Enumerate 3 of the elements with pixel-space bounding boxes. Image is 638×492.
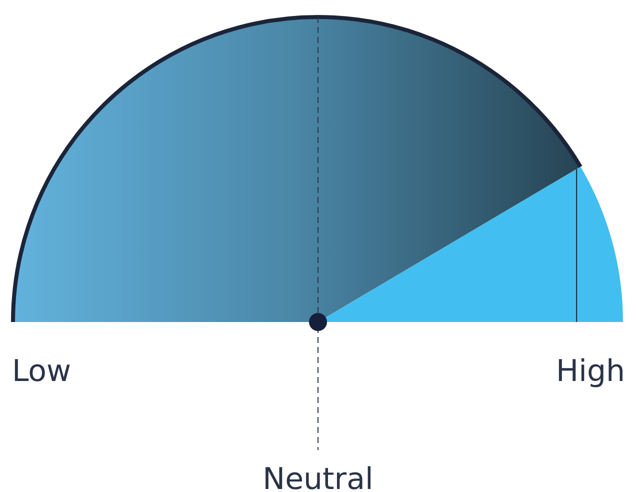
text: High bbox=[556, 354, 625, 389]
text: Low bbox=[12, 354, 72, 389]
text: Neutral bbox=[262, 462, 374, 492]
